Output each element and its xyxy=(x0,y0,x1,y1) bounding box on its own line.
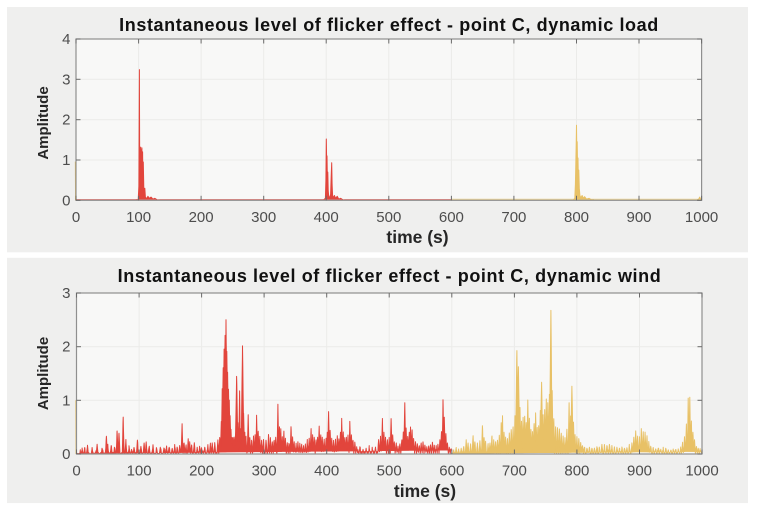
svg-text:1000: 1000 xyxy=(685,209,718,226)
svg-text:2: 2 xyxy=(62,339,70,356)
svg-text:1000: 1000 xyxy=(685,463,718,480)
svg-text:800: 800 xyxy=(564,463,589,480)
svg-text:900: 900 xyxy=(626,209,651,226)
svg-text:300: 300 xyxy=(252,463,277,480)
svg-text:500: 500 xyxy=(377,463,402,480)
svg-text:Amplitude: Amplitude xyxy=(35,86,52,159)
svg-text:2: 2 xyxy=(62,112,70,129)
svg-text:800: 800 xyxy=(564,209,589,226)
svg-text:time (s): time (s) xyxy=(394,481,456,501)
svg-text:400: 400 xyxy=(314,463,339,480)
svg-text:200: 200 xyxy=(189,463,214,480)
svg-text:0: 0 xyxy=(72,463,80,480)
svg-text:Amplitude: Amplitude xyxy=(35,337,52,410)
svg-text:300: 300 xyxy=(251,209,276,226)
svg-text:0: 0 xyxy=(72,209,80,226)
svg-text:200: 200 xyxy=(189,209,214,226)
svg-text:500: 500 xyxy=(376,209,401,226)
svg-text:100: 100 xyxy=(126,209,151,226)
svg-text:3: 3 xyxy=(62,71,70,88)
svg-text:Instantaneous level of flicker: Instantaneous level of flicker effect - … xyxy=(119,15,659,35)
svg-text:600: 600 xyxy=(439,209,464,226)
svg-text:0: 0 xyxy=(62,192,70,209)
svg-text:0: 0 xyxy=(62,446,70,463)
svg-text:4: 4 xyxy=(62,31,70,48)
svg-text:600: 600 xyxy=(439,463,464,480)
svg-text:Instantaneous level of flicker: Instantaneous level of flicker effect - … xyxy=(118,266,662,286)
svg-text:1: 1 xyxy=(62,392,70,409)
svg-text:400: 400 xyxy=(314,209,339,226)
svg-text:900: 900 xyxy=(627,463,652,480)
svg-text:100: 100 xyxy=(127,463,152,480)
svg-text:700: 700 xyxy=(502,463,527,480)
svg-text:1: 1 xyxy=(62,152,70,169)
svg-text:time (s): time (s) xyxy=(386,227,448,247)
svg-text:700: 700 xyxy=(501,209,526,226)
svg-text:3: 3 xyxy=(62,285,70,302)
